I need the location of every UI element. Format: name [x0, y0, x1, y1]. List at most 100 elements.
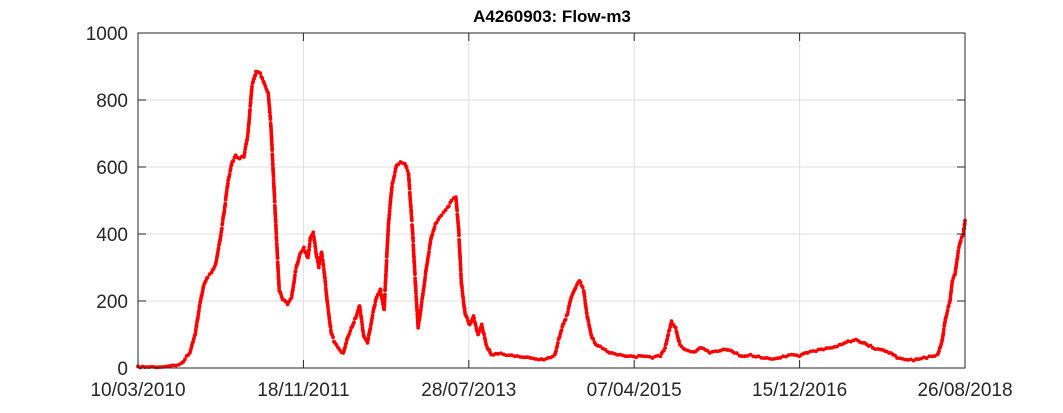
data-point-interp [458, 263, 463, 267]
data-point-interp [320, 259, 325, 264]
x-tick-label: 18/11/2011 [257, 380, 349, 401]
data-point-interp [957, 245, 961, 250]
data-point-interp [392, 173, 397, 178]
data-point-interp [273, 219, 278, 224]
data-point-interp [811, 349, 816, 353]
data-point-interp [220, 220, 225, 225]
y-tick-label: 600 [96, 158, 128, 179]
data-point [573, 285, 578, 290]
data-point-interp [759, 355, 764, 360]
data-point-interp [454, 199, 459, 203]
data-point-interp [554, 349, 558, 353]
data-point-interp [615, 353, 620, 357]
data-point [365, 340, 370, 345]
data-point-interp [945, 311, 949, 316]
data-point-interp [269, 137, 274, 142]
data-point-interp [352, 320, 356, 325]
data-point-interp [518, 355, 522, 359]
data-point-interp [276, 268, 281, 273]
data-point-interp [584, 307, 589, 312]
data-point-interp [219, 226, 224, 231]
data-point-interp [423, 275, 428, 280]
data-point-interp [407, 180, 412, 184]
y-tick-label: 200 [96, 292, 128, 313]
data-point-interp [385, 250, 389, 255]
data-point-interp [385, 246, 390, 251]
data-point-interp [274, 231, 279, 236]
data-point-interp [411, 244, 416, 249]
data-point-interp [460, 286, 464, 290]
data-point-interp [325, 300, 330, 305]
data-point [953, 272, 958, 277]
data-point [250, 84, 254, 89]
data-point [756, 354, 761, 359]
data-point-interp [688, 349, 693, 354]
data-point [258, 71, 263, 76]
data-point [504, 353, 509, 358]
data-point-interp [383, 284, 388, 289]
data-point-interp [343, 345, 347, 350]
data-point-interp [244, 142, 249, 146]
x-tick-label: 28/07/2013 [421, 380, 516, 401]
data-point-interp [628, 354, 633, 358]
data-point-interp [430, 231, 435, 236]
data-point-interp [312, 241, 317, 246]
data-point-interp [566, 310, 570, 314]
data-point-interp [323, 276, 327, 280]
data-point-interp [411, 239, 416, 244]
data-point-interp [271, 175, 276, 180]
data-point-interp [361, 329, 366, 334]
data-point [274, 238, 279, 243]
data-point-interp [414, 298, 419, 303]
data-point-interp [297, 255, 302, 259]
data-point [669, 319, 674, 323]
data-point [950, 279, 955, 283]
data-point-interp [224, 189, 229, 194]
data-point-interp [734, 351, 739, 356]
data-point-interp [427, 249, 431, 254]
data-point [663, 346, 667, 350]
data-point-interp [666, 332, 671, 337]
data-point-interp [563, 317, 568, 322]
data-point [301, 245, 306, 250]
data-point-interp [582, 295, 587, 299]
data-point-interp [472, 316, 476, 321]
data-point-interp [360, 322, 365, 327]
data-point-interp [580, 285, 585, 290]
data-point-interp [384, 272, 388, 277]
data-point-interp [586, 319, 591, 324]
data-point-interp [713, 349, 718, 353]
x-tick-label: 26/08/2018 [917, 380, 1012, 401]
x-tick-label: 10/03/2010 [90, 380, 185, 401]
data-point-interp [323, 280, 328, 285]
x-tick-labels: 10/03/2010 18/11/2011 28/07/2013 07/04/2015… [90, 380, 1012, 401]
data-point-interp [408, 199, 413, 204]
data-point-interp [835, 344, 840, 349]
y-tick-labels: 0 200 400 600 800 1000 [86, 24, 128, 380]
data-point [805, 351, 810, 355]
data-point [512, 354, 517, 359]
data-point-interp [222, 208, 227, 213]
data-point-interp [277, 283, 281, 288]
data-point [956, 248, 961, 253]
data-point-interp [407, 186, 412, 191]
y-tick-label: 400 [96, 225, 128, 246]
data-point-interp [949, 283, 954, 287]
x-tick-label: 07/04/2015 [587, 380, 682, 401]
data-point [903, 357, 908, 362]
data-point-interp [323, 283, 328, 287]
data-point [625, 354, 630, 359]
y-tick-label: 0 [117, 359, 128, 380]
data-point-interp [937, 349, 941, 354]
data-point-interp [415, 308, 420, 313]
data-point-interp [390, 185, 394, 189]
data-point-interp [268, 110, 272, 115]
data-point-interp [176, 362, 181, 367]
data-point-interp [383, 277, 388, 282]
data-point-interp [387, 209, 392, 214]
plot-area [138, 33, 965, 368]
data-point-interp [359, 316, 364, 321]
data-point-interp [326, 308, 331, 313]
data-point-interp [277, 286, 282, 290]
